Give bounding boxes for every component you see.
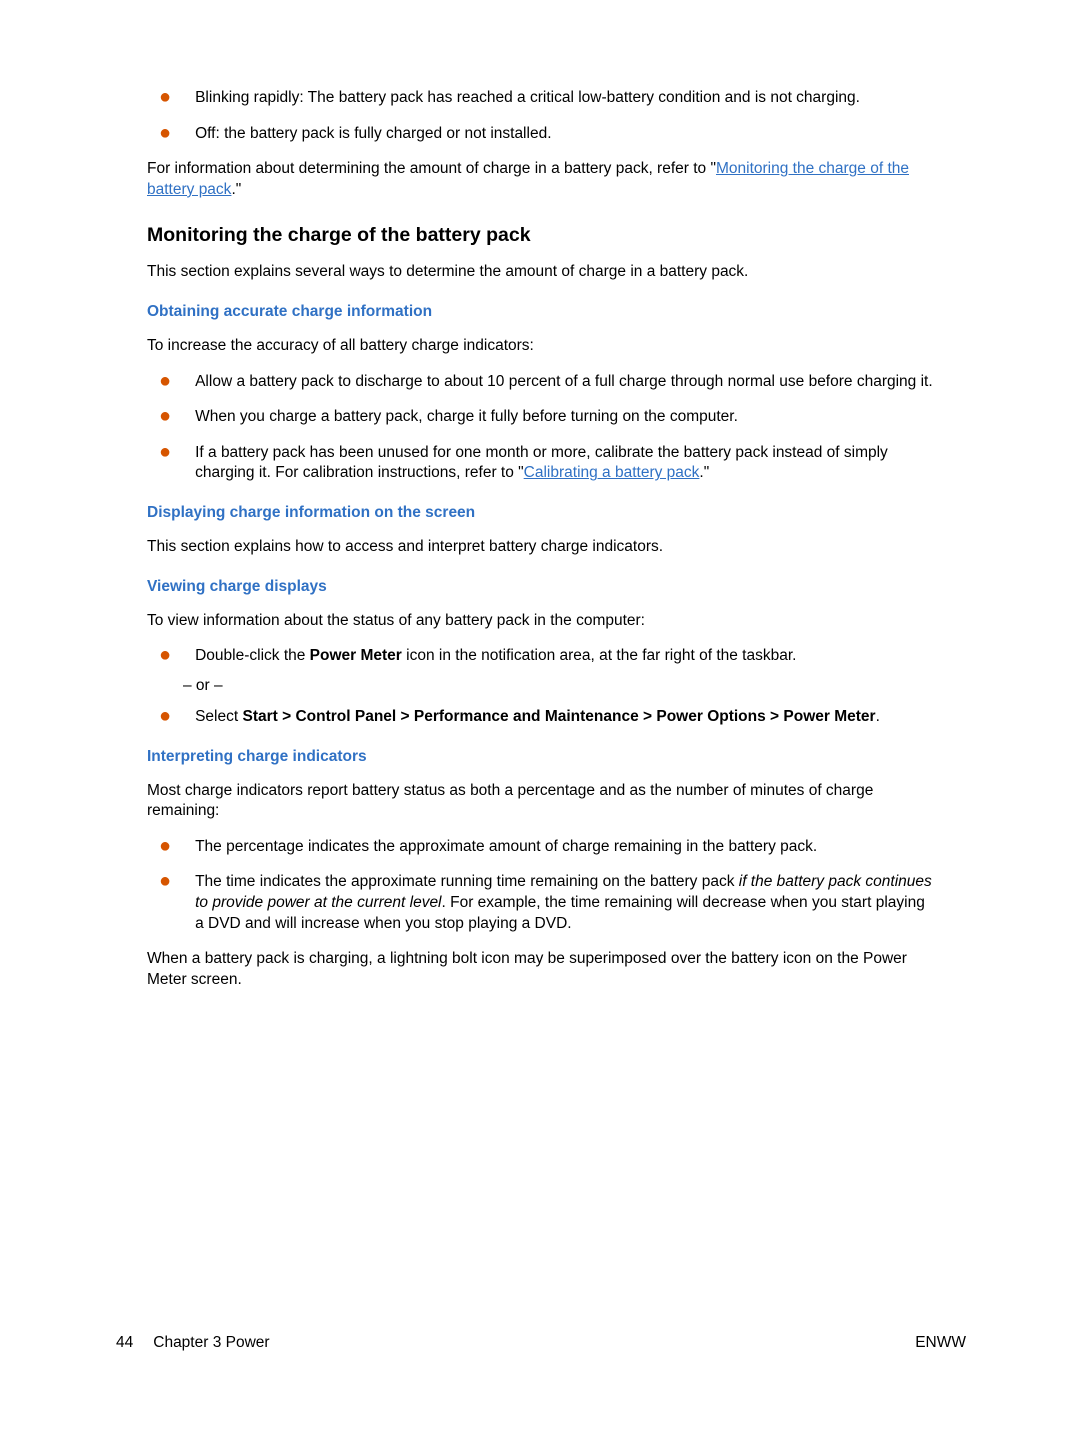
text-segment: ." xyxy=(699,464,709,481)
page-number: 44 xyxy=(116,1334,133,1352)
bold-text: Power Meter xyxy=(310,647,402,664)
list-item: ● Allow a battery pack to discharge to a… xyxy=(147,372,937,393)
para-text: For information about determining the am… xyxy=(147,160,716,177)
list-item: ● Double-click the Power Meter icon in t… xyxy=(147,646,937,667)
bullet-icon: ● xyxy=(159,872,171,891)
list-item: ● When you charge a battery pack, charge… xyxy=(147,407,937,428)
paragraph: This section explains how to access and … xyxy=(147,537,937,558)
text-segment: The time indicates the approximate runni… xyxy=(195,873,739,890)
bullet-text: Blinking rapidly: The battery pack has r… xyxy=(195,88,937,109)
or-separator: – or – xyxy=(183,677,937,695)
list-item: ● Off: the battery pack is fully charged… xyxy=(147,124,937,145)
top-bullet-list: ● Blinking rapidly: The battery pack has… xyxy=(147,88,937,144)
bullet-text: The percentage indicates the approximate… xyxy=(195,837,937,858)
bullet-icon: ● xyxy=(159,646,171,665)
footer-right: ENWW xyxy=(915,1334,966,1352)
list-item: ● Blinking rapidly: The battery pack has… xyxy=(147,88,937,109)
viewing-bullet-list: ● Double-click the Power Meter icon in t… xyxy=(147,646,937,667)
subheading-displaying: Displaying charge information on the scr… xyxy=(147,504,937,522)
calibrating-link[interactable]: Calibrating a battery pack xyxy=(524,464,700,481)
subheading-interpreting: Interpreting charge indicators xyxy=(147,748,937,766)
info-paragraph: For information about determining the am… xyxy=(147,159,937,200)
viewing-bullet-list-2: ● Select Start > Control Panel > Perform… xyxy=(147,707,937,728)
bullet-text: Off: the battery pack is fully charged o… xyxy=(195,124,937,145)
text-segment: Double-click the xyxy=(195,647,310,664)
bullet-icon: ● xyxy=(159,443,171,462)
bullet-icon: ● xyxy=(159,707,171,726)
bullet-text: When you charge a battery pack, charge i… xyxy=(195,407,937,428)
paragraph: To increase the accuracy of all battery … xyxy=(147,336,937,357)
bullet-icon: ● xyxy=(159,372,171,391)
bullet-text: Double-click the Power Meter icon in the… xyxy=(195,646,937,667)
list-item: ● The percentage indicates the approxima… xyxy=(147,837,937,858)
bullet-icon: ● xyxy=(159,124,171,143)
subheading-viewing: Viewing charge displays xyxy=(147,578,937,596)
paragraph: To view information about the status of … xyxy=(147,611,937,632)
paragraph: Most charge indicators report battery st… xyxy=(147,781,937,822)
para-text: ." xyxy=(231,181,241,198)
interpret-bullet-list: ● The percentage indicates the approxima… xyxy=(147,837,937,934)
paragraph: When a battery pack is charging, a light… xyxy=(147,949,937,990)
list-item: ● If a battery pack has been unused for … xyxy=(147,443,937,484)
obtain-bullet-list: ● Allow a battery pack to discharge to a… xyxy=(147,372,937,484)
list-item: ● The time indicates the approximate run… xyxy=(147,872,937,934)
bold-text: Start > Control Panel > Performance and … xyxy=(242,708,875,725)
chapter-label: Chapter 3 Power xyxy=(153,1334,269,1352)
bullet-text: Allow a battery pack to discharge to abo… xyxy=(195,372,937,393)
section-heading-monitoring: Monitoring the charge of the battery pac… xyxy=(147,224,937,247)
paragraph: This section explains several ways to de… xyxy=(147,262,937,283)
subheading-obtaining: Obtaining accurate charge information xyxy=(147,303,937,321)
bullet-icon: ● xyxy=(159,837,171,856)
text-segment: Select xyxy=(195,708,242,725)
bullet-icon: ● xyxy=(159,88,171,107)
footer-left: 44 Chapter 3 Power xyxy=(116,1334,270,1352)
bullet-icon: ● xyxy=(159,407,171,426)
text-segment: . xyxy=(876,708,880,725)
text-segment: icon in the notification area, at the fa… xyxy=(402,647,797,664)
bullet-text: Select Start > Control Panel > Performan… xyxy=(195,707,937,728)
bullet-text: If a battery pack has been unused for on… xyxy=(195,443,937,484)
page-footer: 44 Chapter 3 Power ENWW xyxy=(116,1334,966,1352)
list-item: ● Select Start > Control Panel > Perform… xyxy=(147,707,937,728)
bullet-text: The time indicates the approximate runni… xyxy=(195,872,937,934)
